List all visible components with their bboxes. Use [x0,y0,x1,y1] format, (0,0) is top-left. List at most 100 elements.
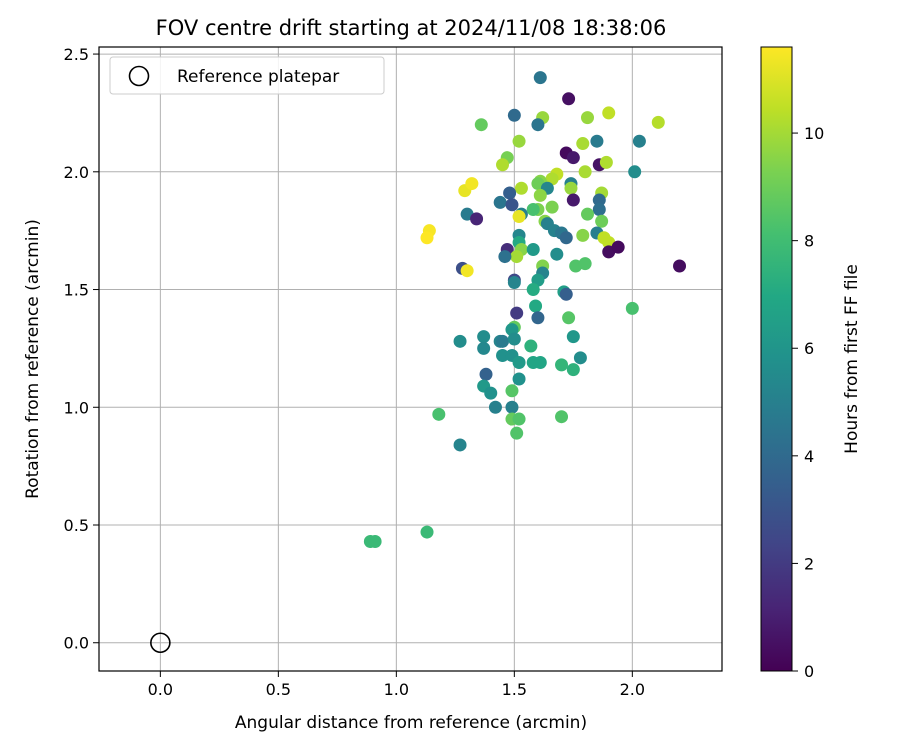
data-point [533,356,547,370]
data-point [453,334,467,348]
data-point [505,400,519,414]
colorbar-tick-label: 10 [804,124,824,143]
data-point [592,202,606,216]
data-point [479,367,493,381]
data-point [531,118,545,132]
x-tick-label: 2.0 [620,680,645,699]
data-point [651,115,665,129]
data-point [559,287,573,301]
data-point [632,134,646,148]
data-point [566,330,580,344]
data-point [507,332,521,346]
reference-platepar-marker [150,632,171,654]
data-point [460,264,474,278]
x-tick-label: 1.0 [384,680,409,699]
colorbar-tick-label: 0 [804,662,814,681]
colorbar-ticks: 0 2 4 6 8 10 [792,124,824,681]
data-point [673,259,687,273]
data-point [578,165,592,179]
data-point [488,400,502,414]
data-point [368,534,382,548]
x-tick-label: 0.0 [148,680,173,699]
data-point [512,134,526,148]
data-point [510,250,524,264]
data-point [564,181,578,195]
data-point [505,384,519,398]
data-point [573,351,587,365]
data-point [580,111,594,125]
legend-box [109,56,385,95]
x-tick-label: 0.5 [266,680,291,699]
data-point [566,151,580,165]
data-point [566,363,580,377]
legend-entry-reference-platepar: Reference platepar [177,67,339,87]
data-point [611,240,625,254]
data-point [559,231,573,245]
data-point [512,372,526,386]
data-point [531,311,545,325]
data-point [578,257,592,271]
y-tick-label: 2.5 [64,45,89,64]
data-point [474,118,488,132]
colorbar-tick-label: 8 [804,232,814,251]
data-point [505,198,519,212]
data-point [526,243,540,257]
plot-frame [98,46,723,672]
data-point [510,306,524,320]
data-point [477,341,491,355]
data-point [590,134,604,148]
data-point [599,155,613,169]
data-point [470,212,484,226]
data-point [512,412,526,426]
legend-marker-reference-platepar [128,65,150,87]
data-point [595,214,609,228]
legend: Reference platepar [109,56,385,95]
data-point [533,71,547,85]
data-point [550,247,564,261]
data-point [592,193,606,207]
colorbar: 0 2 4 6 8 10 Hours from first FF file [760,46,862,681]
data-point [498,250,512,264]
data-point [496,334,510,348]
scatter-points [363,71,687,548]
y-axis-label: Rotation from reference (arcmin) [23,219,43,499]
data-point [510,426,524,440]
data-point [580,207,594,221]
data-point [465,177,479,191]
data-point [514,181,528,195]
data-point [496,348,510,362]
data-point [526,283,540,297]
colorbar-tick-label: 4 [804,447,814,466]
data-point [555,410,569,424]
data-point [526,202,540,216]
data-point [533,188,547,202]
data-point [503,186,517,200]
y-tick-label: 2.0 [64,163,89,182]
y-tick-label: 0.0 [64,634,89,653]
data-point [496,158,510,172]
y-tick-label: 0.5 [64,516,89,535]
y-tick-label: 1.0 [64,398,89,417]
colorbar-tick-label: 2 [804,554,814,573]
data-point [420,231,434,245]
data-point [432,407,446,421]
grid-lines [99,47,722,671]
colorbar-label: Hours from first FF file [842,264,862,454]
data-point [602,106,616,120]
data-point [566,193,580,207]
data-point [512,210,526,224]
data-point [453,438,467,452]
colorbar-gradient [760,46,793,672]
data-point [507,108,521,122]
data-point [562,92,576,106]
chart-title: FOV centre drift starting at 2024/11/08 … [156,16,667,40]
y-axis-ticks: 0.0 0.5 1.0 1.5 2.0 2.5 [64,45,99,653]
data-point [576,137,590,151]
data-point [493,195,507,209]
data-point [477,330,491,344]
data-point [628,165,642,179]
data-point [420,525,434,539]
data-point [484,386,498,400]
data-point [512,356,526,370]
